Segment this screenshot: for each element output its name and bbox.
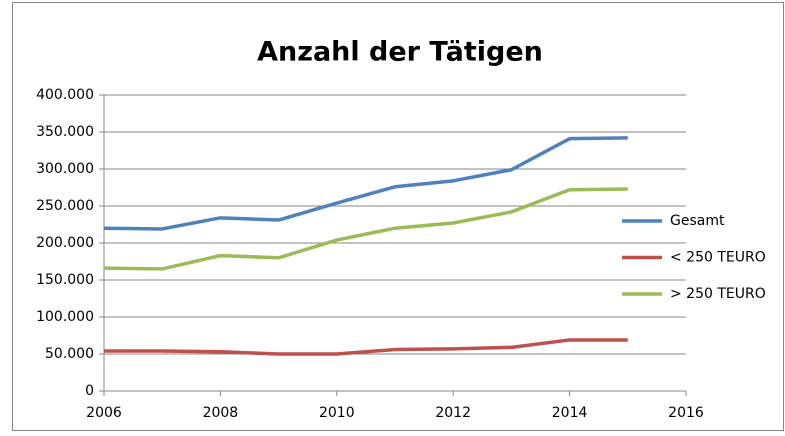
y-tick-label: 300.000 (36, 161, 94, 177)
series-line (103, 136, 628, 231)
y-tick-label: 350.000 (36, 124, 94, 140)
y-tick-label: 150.000 (36, 272, 94, 288)
y-tick-label: 0 (85, 383, 94, 399)
x-tick-label: 2006 (86, 405, 122, 421)
series-line (103, 187, 628, 271)
x-tick-label: 2014 (552, 405, 588, 421)
x-tick-label: 2016 (668, 405, 704, 421)
y-tick-label: 400.000 (36, 87, 94, 103)
y-tick-label: 200.000 (36, 235, 94, 251)
series-line (104, 338, 628, 356)
x-tick-label: 2010 (319, 405, 355, 421)
y-tick-label: 250.000 (36, 198, 94, 214)
legend-label: < 250 TEURO (670, 250, 766, 266)
chart-title: Anzahl der Tätigen (257, 37, 543, 68)
y-tick-label: 100.000 (36, 309, 94, 325)
x-tick-label: 2012 (435, 405, 471, 421)
legend-label: > 250 TEURO (670, 286, 766, 302)
chart-frame (12, 2, 784, 431)
legend-label: Gesamt (670, 213, 725, 229)
y-tick-label: 50.000 (45, 346, 94, 362)
x-tick-label: 2008 (203, 405, 239, 421)
